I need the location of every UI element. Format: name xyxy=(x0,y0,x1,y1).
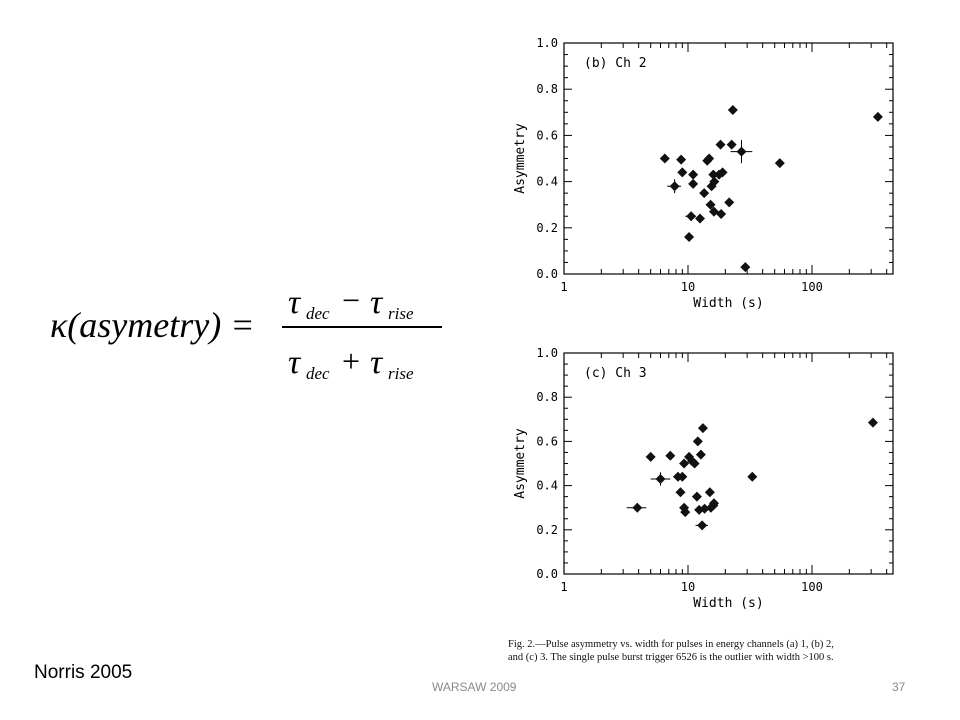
denominator-tau-rise: τ xyxy=(370,344,384,381)
numerator-tau-rise: τ xyxy=(370,284,384,321)
y-tick-label: 0.0 xyxy=(536,267,558,281)
x-tick-label: 1 xyxy=(560,280,567,294)
chart-ch3-svg: 0.0 0.2 0.4 0.6 0.8 1.0 1 10 100 Width (s) Asymmet… xyxy=(513,346,894,611)
data-point xyxy=(694,504,705,515)
numerator-sub-dec: dec xyxy=(306,304,330,323)
data-point xyxy=(680,507,691,518)
footer-label: WARSAW 2009 xyxy=(432,680,517,694)
data-point xyxy=(708,500,719,511)
data-point xyxy=(689,458,700,469)
data-point xyxy=(688,178,699,189)
data-point xyxy=(726,139,737,150)
y-axis-label: Asymmetry xyxy=(513,123,528,194)
y-tick-label: 0.0 xyxy=(536,567,558,581)
data-point xyxy=(665,450,676,461)
numerator-tau-dec: τ xyxy=(288,284,302,321)
data-point xyxy=(677,167,688,178)
y-tick-label: 1.0 xyxy=(536,346,558,360)
data-point xyxy=(872,111,883,122)
chart-ch2-svg: 0.0 0.2 0.4 0.6 0.8 1.0 1 10 100 Width (s) Asymmet… xyxy=(513,36,894,311)
scatter-chart-ch3: 0.0 0.2 0.4 0.6 0.8 1.0 1 10 100 Width (s) Asymmet… xyxy=(500,340,910,630)
plot-frame xyxy=(563,352,894,575)
data-point xyxy=(679,458,690,469)
caption-line-1: Fig. 2.—Pulse asymmetry vs. width for pu… xyxy=(508,639,834,650)
x-tick-label: 10 xyxy=(681,580,695,594)
data-point xyxy=(699,503,710,514)
data-point xyxy=(695,213,706,224)
data-point xyxy=(747,471,758,482)
x-axis-label: Width (s) xyxy=(693,296,763,311)
data-point xyxy=(691,491,702,502)
x-tick-label: 100 xyxy=(801,280,823,294)
citation: Norris 2005 xyxy=(34,662,133,683)
slide-number: 37 xyxy=(892,680,906,694)
data-point xyxy=(684,232,695,243)
figure-caption: Fig. 2.—Pulse asymmetry vs. width for pu… xyxy=(508,638,908,664)
x-tick-label: 100 xyxy=(801,580,823,594)
data-point xyxy=(705,199,716,210)
chart-title: (c) Ch 3 xyxy=(584,366,647,381)
data-point xyxy=(659,153,670,164)
y-tick-label: 0.4 xyxy=(536,175,558,189)
data-point xyxy=(697,520,708,531)
data-point xyxy=(692,436,703,447)
formula-graphic: κ(asymetry) = τ dec − τ rise τ dec + τ r… xyxy=(50,282,442,383)
denominator-plus: + xyxy=(342,343,360,379)
y-tick-label: 0.2 xyxy=(536,221,558,235)
data-point xyxy=(706,181,717,192)
y-tick-label: 0.8 xyxy=(536,82,558,96)
numerator-sub-rise: rise xyxy=(388,304,414,323)
scatter-chart-ch2: 0.0 0.2 0.4 0.6 0.8 1.0 1 10 100 Width (s) Asymmet… xyxy=(500,30,910,330)
y-tick-label: 0.4 xyxy=(536,479,558,493)
data-point xyxy=(677,471,688,482)
plot-frame xyxy=(563,42,894,275)
y-tick-label: 0.6 xyxy=(536,434,558,448)
data-point xyxy=(774,158,785,169)
data-point xyxy=(695,449,706,460)
data-point xyxy=(669,181,680,192)
data-point xyxy=(675,487,686,498)
data-point xyxy=(708,169,719,180)
data-point xyxy=(867,417,878,428)
x-axis-label: Width (s) xyxy=(693,596,763,611)
denominator-sub-rise: rise xyxy=(388,364,414,383)
data-point xyxy=(676,154,687,165)
data-point xyxy=(697,423,708,434)
data-point xyxy=(632,502,643,513)
data-point xyxy=(688,169,699,180)
x-tick-label: 10 xyxy=(681,280,695,294)
denominator-sub-dec: dec xyxy=(306,364,330,383)
y-tick-label: 0.8 xyxy=(536,390,558,404)
data-point xyxy=(724,197,735,208)
data-point xyxy=(717,167,728,178)
x-tick-label: 1 xyxy=(560,580,567,594)
numerator-minus: − xyxy=(342,282,360,318)
data-point xyxy=(699,188,710,199)
asymmetry-formula: κ(asymetry) = τ dec − τ rise τ dec + τ r… xyxy=(50,275,450,385)
data-point xyxy=(736,146,747,157)
y-tick-label: 1.0 xyxy=(536,36,558,50)
denominator-tau-dec: τ xyxy=(288,344,302,381)
caption-line-2: and (c) 3. The single pulse burst trigge… xyxy=(508,652,834,663)
data-point xyxy=(704,487,715,498)
data-point xyxy=(645,451,656,462)
y-tick-label: 0.6 xyxy=(536,128,558,142)
chart-title: (b) Ch 2 xyxy=(584,56,647,71)
data-point xyxy=(715,139,726,150)
y-axis-label: Asymmetry xyxy=(513,428,528,499)
formula-lhs: κ(asymetry) = xyxy=(50,305,255,345)
data-point xyxy=(727,104,738,115)
data-point xyxy=(740,262,751,273)
data-point xyxy=(716,208,727,219)
data-point xyxy=(704,153,715,164)
data-point xyxy=(655,473,666,484)
y-tick-label: 0.2 xyxy=(536,523,558,537)
data-point xyxy=(686,211,697,222)
